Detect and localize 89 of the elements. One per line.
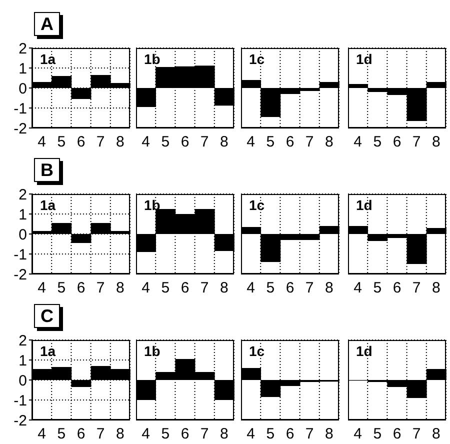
letter-box: B: [34, 158, 60, 182]
x-tick-label: 4: [38, 134, 46, 151]
chart-title: 1b: [144, 51, 160, 67]
x-tick-label: 8: [220, 280, 228, 297]
x-tick-label: 8: [432, 426, 440, 443]
chart-title: 1b: [144, 343, 160, 359]
y-tick-label: 1: [18, 352, 27, 370]
x-tick-label: 5: [57, 280, 66, 297]
x-tick-label: 7: [200, 134, 209, 151]
x-tick-label: 4: [354, 426, 362, 443]
x-tick-label: 5: [57, 426, 66, 443]
y-tick-label: 0: [18, 80, 27, 98]
chart-title: 1a: [40, 51, 56, 67]
x-tick-label: 6: [76, 134, 86, 151]
x-tick-label: 8: [116, 134, 124, 151]
x-tick-label: 6: [392, 280, 402, 297]
x-tick-label: 4: [142, 134, 150, 151]
x-tick-label: 8: [432, 280, 440, 297]
x-tick-label: 7: [305, 134, 314, 151]
chart-title: 1d: [356, 343, 372, 359]
y-tick-label: -1: [14, 100, 27, 118]
x-tick-label: 7: [96, 134, 105, 151]
x-tick-label: 4: [38, 280, 46, 297]
x-tick-label: 7: [412, 426, 421, 443]
x-tick-label: 8: [116, 426, 124, 443]
x-tick-label: 4: [354, 134, 362, 151]
x-tick-label: 7: [305, 280, 314, 297]
x-tick-label: 6: [392, 426, 402, 443]
x-tick-label: 7: [305, 426, 314, 443]
x-tick-label: 5: [161, 134, 170, 151]
x-tick-label: 8: [325, 280, 334, 297]
y-tick-label: -1: [14, 392, 27, 410]
y-tick-label: 1: [18, 60, 27, 78]
x-tick-label: 6: [286, 280, 294, 297]
x-tick-label: 4: [38, 426, 46, 443]
y-tick-label: 1: [18, 206, 27, 224]
x-tick-label: 5: [266, 134, 275, 151]
letter-box: A: [34, 12, 60, 36]
x-tick-label: 4: [142, 426, 150, 443]
x-tick-label: 4: [246, 426, 255, 443]
x-tick-label: 8: [432, 134, 440, 151]
x-tick-label: 5: [266, 426, 275, 443]
x-tick-label: 5: [373, 426, 382, 443]
x-tick-label: 7: [412, 280, 421, 297]
x-tick-label: 7: [200, 280, 209, 297]
y-tick-label: 0: [18, 372, 27, 390]
x-tick-label: 7: [96, 280, 105, 297]
x-tick-label: 8: [220, 426, 228, 443]
x-tick-label: 5: [161, 280, 170, 297]
x-tick-label: 7: [96, 426, 105, 443]
x-tick-label: 8: [325, 426, 334, 443]
chart-title: 1d: [356, 197, 372, 213]
y-tick-label: 2: [18, 40, 27, 58]
x-tick-label: 6: [392, 134, 402, 151]
x-tick-label: 6: [180, 134, 190, 151]
x-tick-label: 6: [180, 280, 190, 297]
chart-title: 1c: [249, 51, 265, 67]
x-tick-label: 8: [325, 134, 334, 151]
x-tick-label: 6: [180, 426, 190, 443]
x-tick-label: 6: [286, 426, 294, 443]
letter-box: C: [34, 304, 60, 328]
x-tick-label: 5: [373, 280, 382, 297]
chart-title: 1a: [40, 343, 56, 359]
x-tick-label: 8: [220, 134, 228, 151]
y-tick-label: -2: [14, 120, 27, 138]
x-tick-label: 4: [246, 134, 255, 151]
y-tick-label: -2: [14, 412, 27, 430]
x-tick-label: 4: [142, 280, 150, 297]
x-tick-label: 6: [76, 280, 86, 297]
y-tick-label: -1: [14, 246, 27, 264]
x-tick-label: 5: [57, 134, 66, 151]
y-tick-label: -2: [14, 266, 27, 284]
x-tick-label: 5: [161, 426, 170, 443]
x-tick-label: 6: [76, 426, 86, 443]
x-tick-label: 7: [200, 426, 209, 443]
chart-title: 1d: [356, 51, 372, 67]
y-tick-label: 2: [18, 332, 27, 350]
y-tick-label: 2: [18, 186, 27, 204]
x-tick-label: 5: [266, 280, 275, 297]
x-tick-label: 8: [116, 280, 124, 297]
x-tick-label: 6: [286, 134, 294, 151]
y-tick-label: 0: [18, 226, 27, 244]
chart-title: 1a: [40, 197, 56, 213]
x-tick-label: 4: [246, 280, 255, 297]
x-tick-label: 5: [373, 134, 382, 151]
chart-title: 1c: [249, 343, 265, 359]
chart-title: 1c: [249, 197, 265, 213]
x-tick-label: 4: [354, 280, 362, 297]
x-tick-label: 7: [412, 134, 421, 151]
